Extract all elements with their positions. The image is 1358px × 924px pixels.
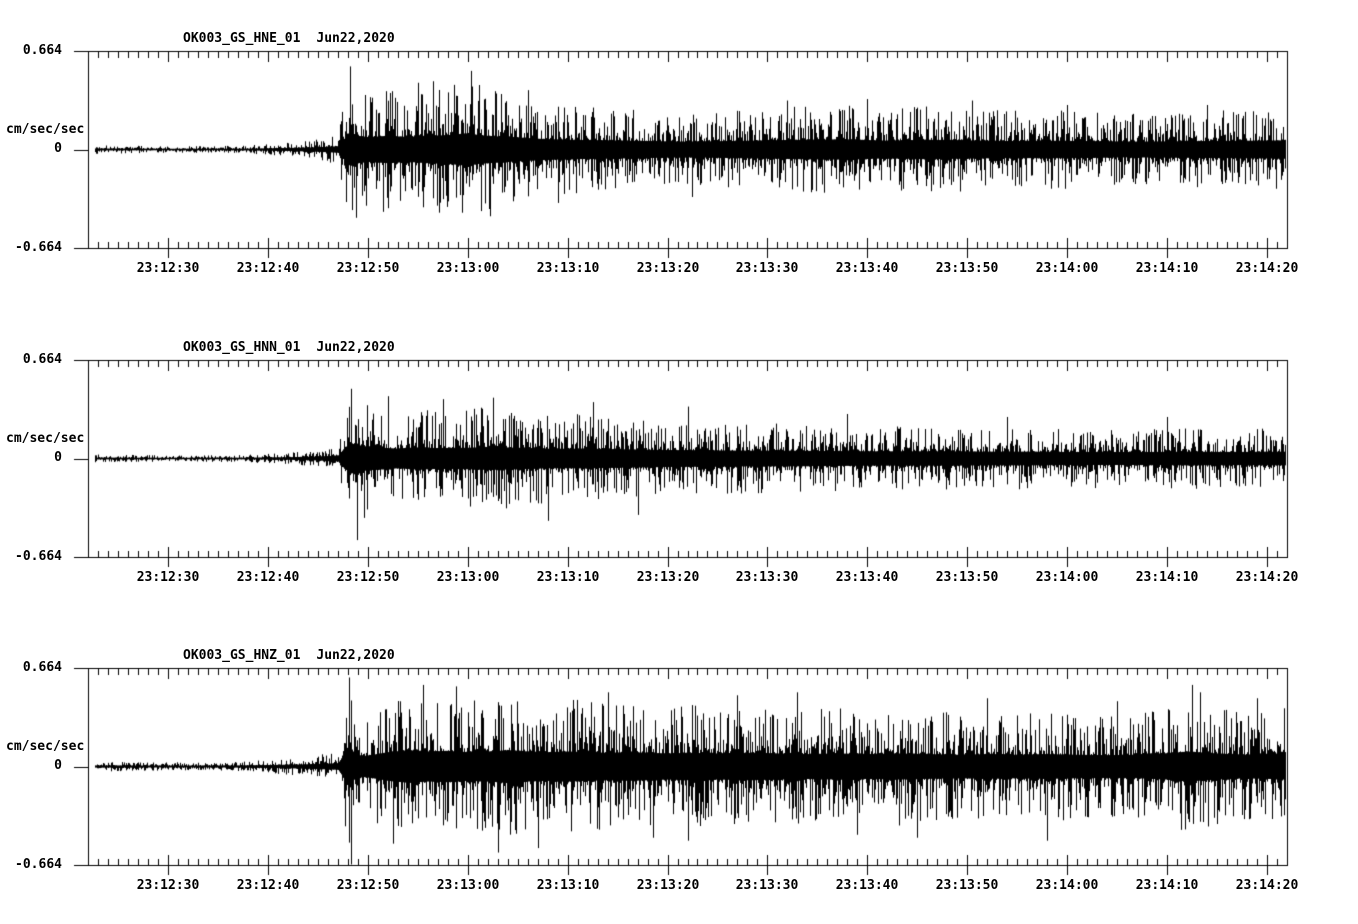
x-tick-label: 23:12:50 xyxy=(336,570,400,585)
x-tick-label: 23:14:00 xyxy=(1035,878,1099,893)
y-tick-min: -0.664 xyxy=(15,549,62,564)
panel-title-hnn: OK003_GS_HNN_01 Jun22,2020 xyxy=(183,341,395,355)
x-tick-label: 23:14:10 xyxy=(1135,878,1199,893)
x-tick-label: 23:13:20 xyxy=(636,261,700,276)
x-tick-label: 23:12:40 xyxy=(236,878,300,893)
x-tick-label: 23:13:40 xyxy=(835,570,899,585)
x-tick-label: 23:12:40 xyxy=(236,261,300,276)
x-tick-label: 23:12:50 xyxy=(336,878,400,893)
x-tick-label: 23:14:00 xyxy=(1035,570,1099,585)
y-axis-units: cm/sec/sec xyxy=(6,122,85,137)
x-tick-label: 23:13:10 xyxy=(536,261,600,276)
x-tick-label: 23:13:50 xyxy=(935,261,999,276)
x-tick-label: 23:14:20 xyxy=(1235,570,1299,585)
x-tick-label: 23:14:00 xyxy=(1035,261,1099,276)
station-channel-label: OK003_GS_HNZ_01 xyxy=(183,648,301,663)
x-tick-label: 23:13:00 xyxy=(436,261,500,276)
y-tick-max: 0.664 xyxy=(22,660,62,675)
x-tick-label: 23:12:40 xyxy=(236,570,300,585)
y-tick-min: -0.664 xyxy=(15,857,62,872)
y-axis-units: cm/sec/sec xyxy=(6,739,85,754)
x-tick-label: 23:12:30 xyxy=(136,570,200,585)
x-tick-label: 23:14:20 xyxy=(1235,878,1299,893)
x-tick-label: 23:12:30 xyxy=(136,261,200,276)
x-tick-label: 23:13:20 xyxy=(636,570,700,585)
panel-title-hne: OK003_GS_HNE_01 Jun22,2020 xyxy=(183,32,395,46)
x-tick-label: 23:13:40 xyxy=(835,878,899,893)
y-tick-zero: 0 xyxy=(54,758,62,773)
y-tick-max: 0.664 xyxy=(22,352,62,367)
x-tick-label: 23:14:20 xyxy=(1235,261,1299,276)
x-tick-label: 23:13:30 xyxy=(735,570,799,585)
station-channel-label: OK003_GS_HNE_01 xyxy=(183,31,301,46)
x-tick-label: 23:13:00 xyxy=(436,570,500,585)
x-tick-label: 23:13:10 xyxy=(536,878,600,893)
y-axis-units: cm/sec/sec xyxy=(6,431,85,446)
x-tick-label: 23:13:50 xyxy=(935,878,999,893)
x-tick-label: 23:13:30 xyxy=(735,261,799,276)
x-tick-label: 23:13:40 xyxy=(835,261,899,276)
panel-title-hnz: OK003_GS_HNZ_01 Jun22,2020 xyxy=(183,649,395,663)
date-label: Jun22,2020 xyxy=(316,340,395,355)
x-tick-label: 23:14:10 xyxy=(1135,261,1199,276)
x-tick-label: 23:13:10 xyxy=(536,570,600,585)
x-tick-label: 23:12:50 xyxy=(336,261,400,276)
x-tick-label: 23:14:10 xyxy=(1135,570,1199,585)
x-tick-label: 23:13:50 xyxy=(935,570,999,585)
x-tick-label: 23:12:30 xyxy=(136,878,200,893)
y-tick-zero: 0 xyxy=(54,450,62,465)
date-label: Jun22,2020 xyxy=(316,648,395,663)
station-channel-label: OK003_GS_HNN_01 xyxy=(183,340,301,355)
y-tick-zero: 0 xyxy=(54,141,62,156)
x-tick-label: 23:13:20 xyxy=(636,878,700,893)
x-tick-label: 23:13:00 xyxy=(436,878,500,893)
y-tick-max: 0.664 xyxy=(22,43,62,58)
y-tick-min: -0.664 xyxy=(15,240,62,255)
x-tick-label: 23:13:30 xyxy=(735,878,799,893)
date-label: Jun22,2020 xyxy=(316,31,395,46)
